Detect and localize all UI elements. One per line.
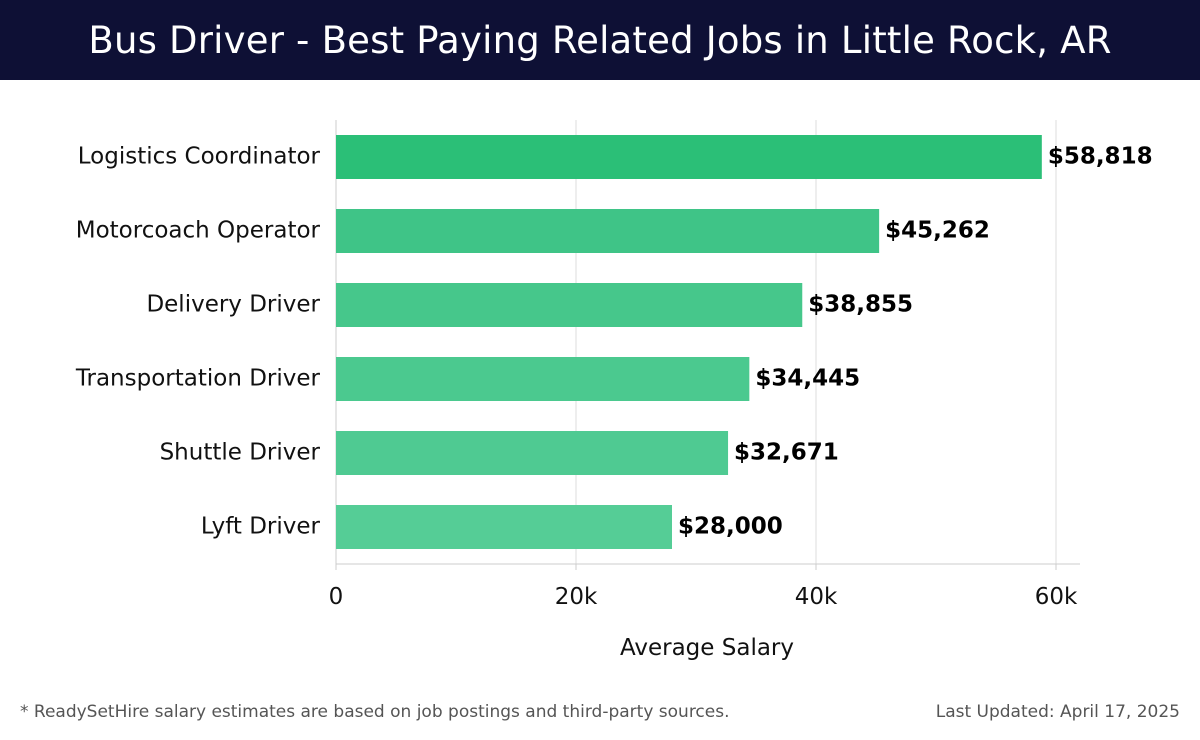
bar-2 xyxy=(336,283,803,327)
category-label-2: Delivery Driver xyxy=(146,292,320,318)
value-label-1: $45,262 xyxy=(885,218,990,244)
x-axis-ticks: 0 20k 40k 60k xyxy=(329,564,1078,610)
bar-3 xyxy=(336,357,750,401)
bar-chart: Logistics Coordinator Motorcoach Operator… xyxy=(75,120,1153,661)
x-axis-title: Average Salary xyxy=(620,635,794,661)
category-label-5: Lyft Driver xyxy=(201,514,321,540)
bar-1 xyxy=(336,209,880,253)
category-label-3: Transportation Driver xyxy=(75,366,321,392)
footer: * ReadySetHire salary estimates are base… xyxy=(20,702,1180,722)
bars xyxy=(336,135,1042,549)
tick-label-2: 40k xyxy=(795,584,838,610)
tick-label-3: 60k xyxy=(1035,584,1078,610)
value-labels: $58,818 $45,262 $38,855 $34,445 $32,671 $28,0… xyxy=(678,144,1153,540)
tick-label-0: 0 xyxy=(329,584,344,610)
category-labels: Logistics Coordinator Motorcoach Operator… xyxy=(75,144,321,540)
value-label-2: $38,855 xyxy=(808,292,913,318)
bar-0 xyxy=(336,135,1042,179)
value-label-3: $34,445 xyxy=(755,366,860,392)
value-label-4: $32,671 xyxy=(734,440,839,466)
grid-lines xyxy=(335,120,1080,565)
value-label-5: $28,000 xyxy=(678,514,783,540)
category-label-0: Logistics Coordinator xyxy=(78,144,321,170)
category-label-1: Motorcoach Operator xyxy=(76,218,321,244)
value-label-0: $58,818 xyxy=(1048,144,1153,170)
category-label-4: Shuttle Driver xyxy=(160,440,321,466)
title-bar: Bus Driver - Best Paying Related Jobs in… xyxy=(0,0,1200,80)
chart-title: Bus Driver - Best Paying Related Jobs in… xyxy=(88,18,1112,62)
last-updated: Last Updated: April 17, 2025 xyxy=(935,702,1180,722)
bar-4 xyxy=(336,431,729,475)
footer-note: * ReadySetHire salary estimates are base… xyxy=(20,702,730,722)
bar-5 xyxy=(336,505,672,549)
tick-label-1: 20k xyxy=(555,584,598,610)
